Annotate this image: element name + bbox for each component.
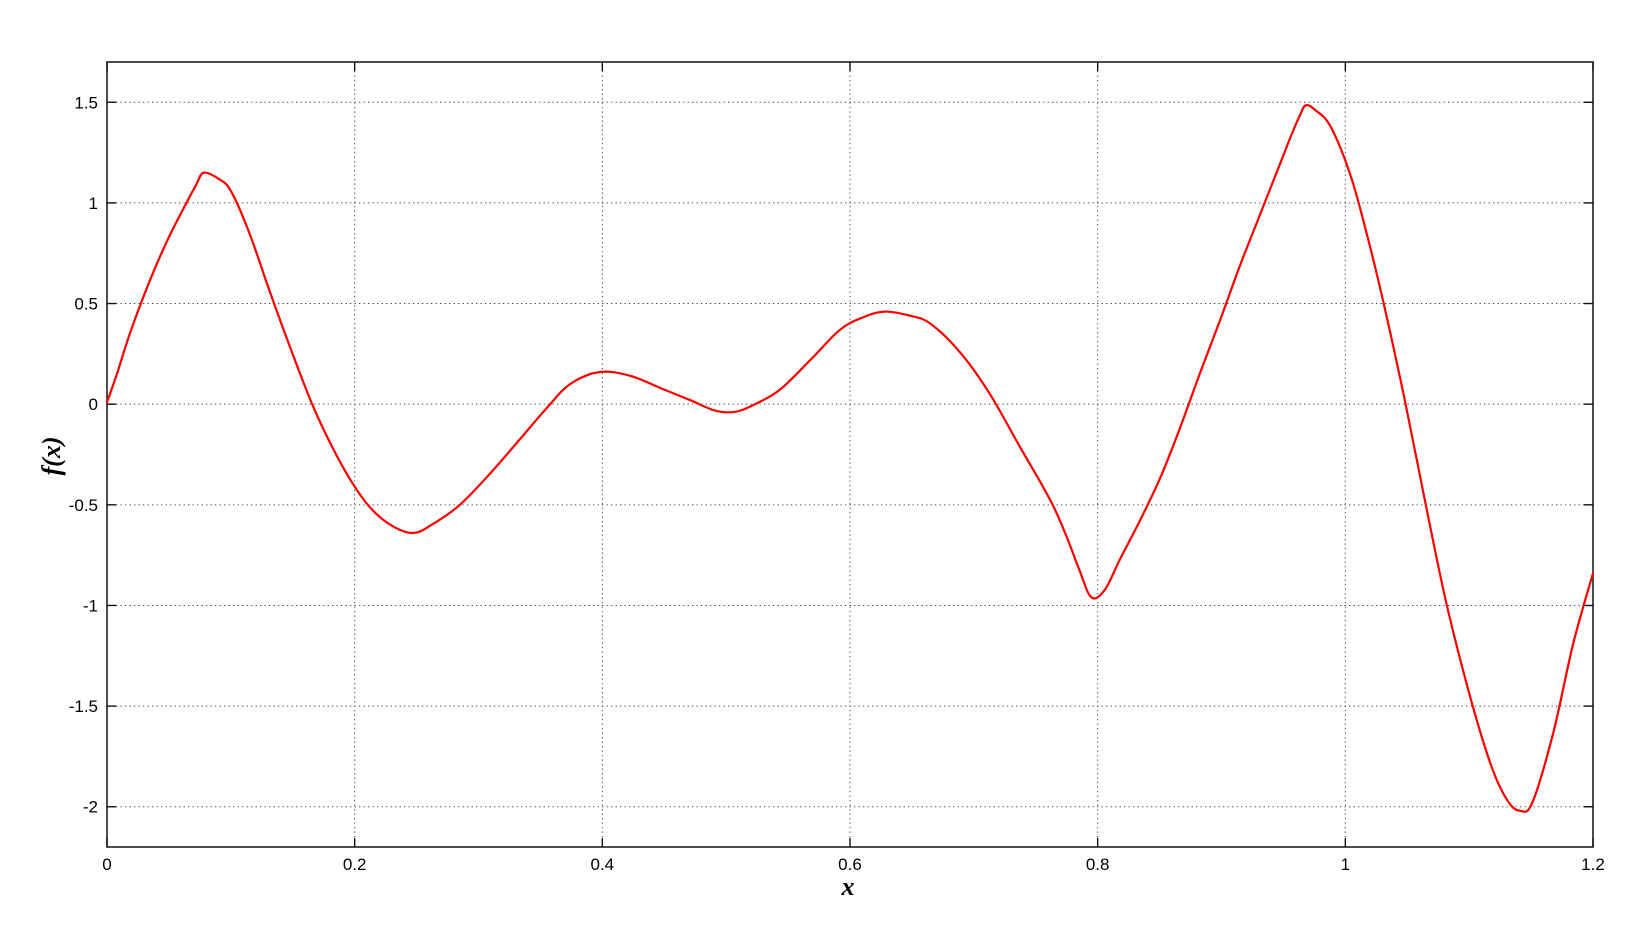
x-tick-label: 0.2 (343, 855, 367, 874)
y-tick-label: 1 (89, 194, 98, 213)
y-tick-label: 0.5 (74, 295, 98, 314)
y-tick-label: 1.5 (74, 93, 98, 112)
y-tick-label: -0.5 (69, 496, 98, 515)
x-tick-label: 1.2 (1581, 855, 1605, 874)
x-tick-label: 0.8 (1086, 855, 1110, 874)
plot-border (106, 61, 1594, 848)
x-tick-label: 0.4 (591, 855, 615, 874)
y-tick-label: 0 (89, 395, 98, 414)
x-tick-label: 1 (1341, 855, 1350, 874)
x-tick-label: 0.6 (838, 855, 862, 874)
x-axis-label: x (841, 872, 855, 901)
y-tick-label: -2 (83, 798, 98, 817)
y-axis-label: f(x) (37, 436, 66, 476)
y-tick-label: -1.5 (69, 697, 98, 716)
x-tick-label: 0 (102, 855, 111, 874)
function-curve (105, 103, 1595, 813)
y-tick-label: -1 (83, 596, 98, 615)
